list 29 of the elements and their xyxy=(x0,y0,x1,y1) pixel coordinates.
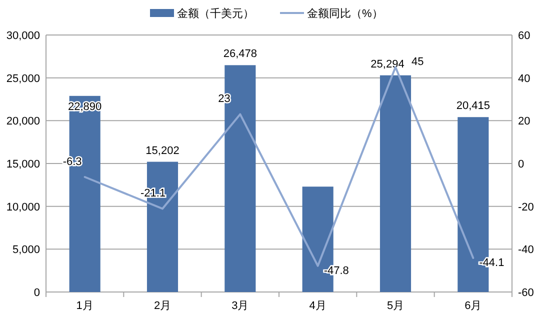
data-label: 15,202 xyxy=(146,144,180,157)
legend-label: 金额（千美元） xyxy=(177,7,254,20)
y2-tick-label: -60 xyxy=(518,287,534,299)
data-label: -6.3 xyxy=(62,156,82,168)
y2-tick-label: 20 xyxy=(518,116,530,128)
data-label: 45 xyxy=(412,56,424,68)
y-tick-label: 10,000 xyxy=(6,201,40,214)
legend-label: 金额同比（%） xyxy=(307,7,383,20)
y-tick-label: 20,000 xyxy=(6,116,40,128)
data-label: 26,478 xyxy=(223,48,257,60)
y2-tick-label: 40 xyxy=(518,72,530,85)
x-tick-label: 3月 xyxy=(232,300,249,312)
y-tick-label: 0 xyxy=(34,287,40,299)
y2-tick-label: 0 xyxy=(518,158,524,170)
bar xyxy=(380,75,412,292)
data-label: 25,294 xyxy=(370,58,404,70)
x-tick-label: 4月 xyxy=(309,300,326,312)
y-tick-label: 30,000 xyxy=(6,30,40,42)
x-tick-label: 6月 xyxy=(464,300,482,312)
data-label: 20,415 xyxy=(456,100,490,112)
y2-tick-label: 60 xyxy=(518,30,530,42)
x-tick-label: 2月 xyxy=(154,300,172,312)
y2-tick-label: -40 xyxy=(518,244,534,256)
x-tick-label: 5月 xyxy=(386,300,404,312)
y-tick-label: 5,000 xyxy=(12,244,40,256)
y-tick-label: 15,000 xyxy=(6,158,40,170)
y2-tick-label: -20 xyxy=(518,201,534,214)
x-tick-label: 1月 xyxy=(76,300,94,312)
y-tick-label: 25,000 xyxy=(6,72,40,85)
